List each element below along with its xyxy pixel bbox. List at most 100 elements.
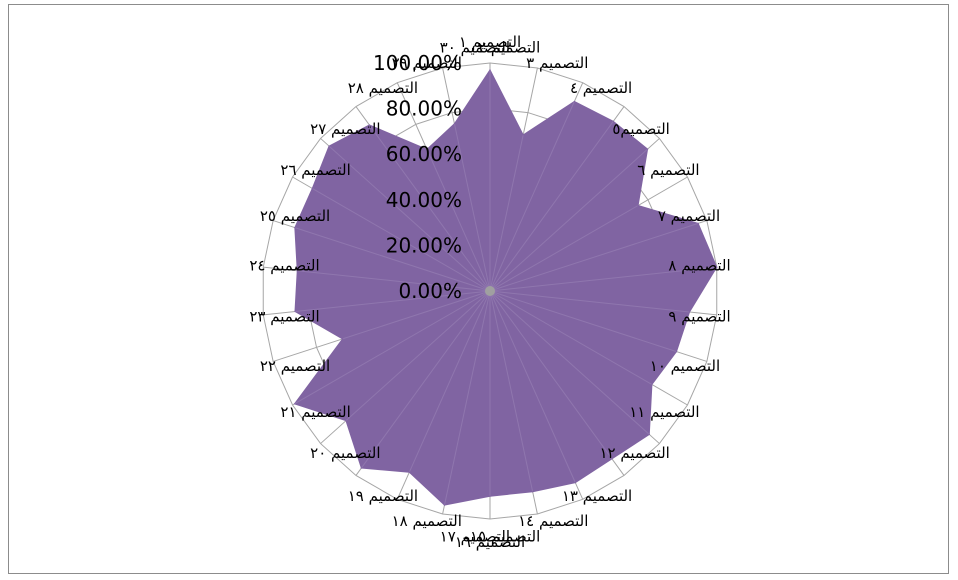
data-point	[716, 266, 718, 268]
chart-frame: 0.00% 20.00% 40.00% 60.00% 80.00% 100.00% الت…	[8, 4, 949, 574]
spoke-overlay	[426, 149, 491, 292]
data-point	[612, 120, 614, 122]
spoke-overlay	[328, 145, 491, 292]
data-point	[296, 270, 298, 272]
category-label: التصميم ٩	[668, 307, 730, 325]
category-label: التصميم ٢٤	[249, 257, 319, 275]
tick-label: 20.00%	[386, 233, 462, 257]
spoke-overlay	[489, 148, 648, 292]
spoke-overlay	[489, 266, 717, 292]
data-point	[646, 148, 649, 150]
category-label: التصميم ٢٥	[260, 207, 330, 225]
data-point	[311, 187, 313, 189]
spoke-overlay	[408, 290, 491, 473]
data-point	[443, 504, 446, 506]
spoke-overlay	[489, 290, 653, 385]
data-point	[688, 311, 691, 313]
spoke-overlay	[345, 290, 491, 422]
category-label: التصميم ١٩	[348, 487, 418, 505]
data-point	[697, 222, 699, 224]
category-label: التصميم ٣	[526, 54, 588, 72]
tick-label: 0.00%	[398, 279, 462, 303]
data-point	[341, 338, 344, 340]
category-label: التصميم ٢٧	[310, 120, 380, 138]
data-point	[368, 124, 370, 126]
data-point	[574, 482, 576, 484]
spoke-overlay	[444, 290, 491, 506]
category-label: التصميم ٢٠	[310, 444, 380, 462]
spoke-overlay	[489, 121, 614, 292]
tick-label: 80.00%	[386, 97, 462, 121]
category-label: التصميم ٧	[658, 207, 720, 225]
tick-label: 100.00%	[373, 51, 462, 75]
spoke-overlay	[489, 222, 699, 292]
data-point	[675, 350, 678, 353]
data-point	[294, 310, 296, 313]
data-point	[293, 403, 296, 405]
category-label: التصميم ١١	[629, 403, 699, 421]
data-point	[648, 433, 650, 436]
category-label: التصميم ١٣	[562, 487, 632, 505]
tick-label: 60.00%	[386, 142, 462, 166]
category-label: التصميم ٢٢	[260, 357, 330, 375]
spoke-overlay	[489, 290, 650, 435]
spoke-overlay	[294, 227, 491, 292]
category-label: التصميم ١٨	[392, 512, 462, 530]
category-label: التصميم ٤	[570, 79, 632, 97]
category-label: التصميم ٢٩	[392, 54, 462, 72]
data-point	[573, 100, 575, 103]
data-point	[345, 420, 347, 422]
spoke-overlay	[360, 290, 491, 469]
spoke-overlay	[489, 290, 690, 313]
spoke-overlay	[312, 187, 491, 292]
spoke-overlay	[294, 290, 491, 405]
category-label: التصميم ١٤	[518, 512, 588, 530]
data-point	[328, 145, 330, 147]
spoke-overlay	[489, 290, 576, 483]
data-point	[637, 204, 639, 207]
data-point	[611, 458, 613, 460]
spoke-overlay	[368, 124, 491, 292]
category-label: التصميم ٣٠	[440, 38, 510, 56]
category-label: التصميم ٢٣	[249, 307, 319, 325]
center-point	[485, 286, 495, 296]
data-point	[651, 383, 653, 386]
category-label: التصميم ٢١	[280, 403, 350, 421]
data-point	[489, 495, 491, 497]
category-label: التصميم ١٧	[440, 528, 510, 546]
data-point	[294, 226, 296, 229]
data-point	[522, 134, 524, 136]
category-label: التصميم ١٠	[650, 357, 720, 375]
series-layer	[293, 68, 718, 506]
spoke-overlay	[294, 290, 491, 312]
spoke-overlay	[489, 290, 613, 460]
category-label: التصميم ٢٨	[348, 79, 418, 97]
category-label: التصميم ٢	[478, 38, 540, 56]
spoke-overlay	[489, 290, 534, 492]
spoke-overlay	[489, 101, 575, 292]
category-label: التصميم٥	[612, 120, 670, 138]
category-label: التصميم ٢٦	[280, 161, 350, 179]
data-point	[408, 471, 410, 473]
spoke-overlay	[489, 290, 677, 353]
category-label: التصميم ١٢	[599, 444, 669, 462]
data-point	[489, 69, 491, 71]
spoke-overlay	[342, 290, 491, 340]
category-label: التصميم ١	[459, 33, 521, 51]
data-point	[532, 491, 534, 493]
data-point	[426, 148, 428, 150]
category-label: التصميم ١٦	[455, 533, 525, 551]
category-label: التصميم ١٥	[470, 528, 540, 546]
category-label: التصميم ٨	[668, 257, 730, 275]
spoke-overlay	[489, 134, 524, 292]
spoke-overlay	[453, 123, 491, 292]
value-axis-ticks: 0.00% 20.00% 40.00% 60.00% 80.00% 100.00%	[373, 51, 462, 303]
spoke-overlay	[489, 205, 639, 292]
tick-label: 40.00%	[386, 188, 462, 212]
radar-chart: 0.00% 20.00% 40.00% 60.00% 80.00% 100.00% الت…	[249, 33, 730, 551]
data-point	[360, 467, 362, 469]
category-label: التصميم ٦	[637, 161, 699, 179]
data-point	[453, 123, 456, 125]
spoke-overlay	[297, 270, 491, 292]
